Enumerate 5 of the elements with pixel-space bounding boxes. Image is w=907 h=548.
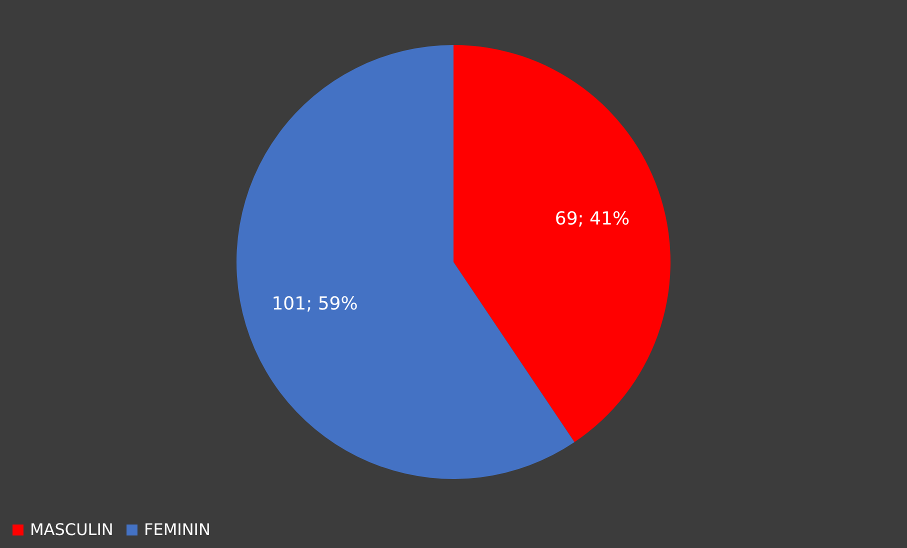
legend-label: MASCULIN — [30, 520, 114, 539]
pie-slice — [454, 45, 670, 442]
legend-label: FEMININ — [144, 520, 210, 539]
data-label: 69; 41% — [554, 208, 630, 230]
data-label: 101; 59% — [272, 293, 358, 314]
